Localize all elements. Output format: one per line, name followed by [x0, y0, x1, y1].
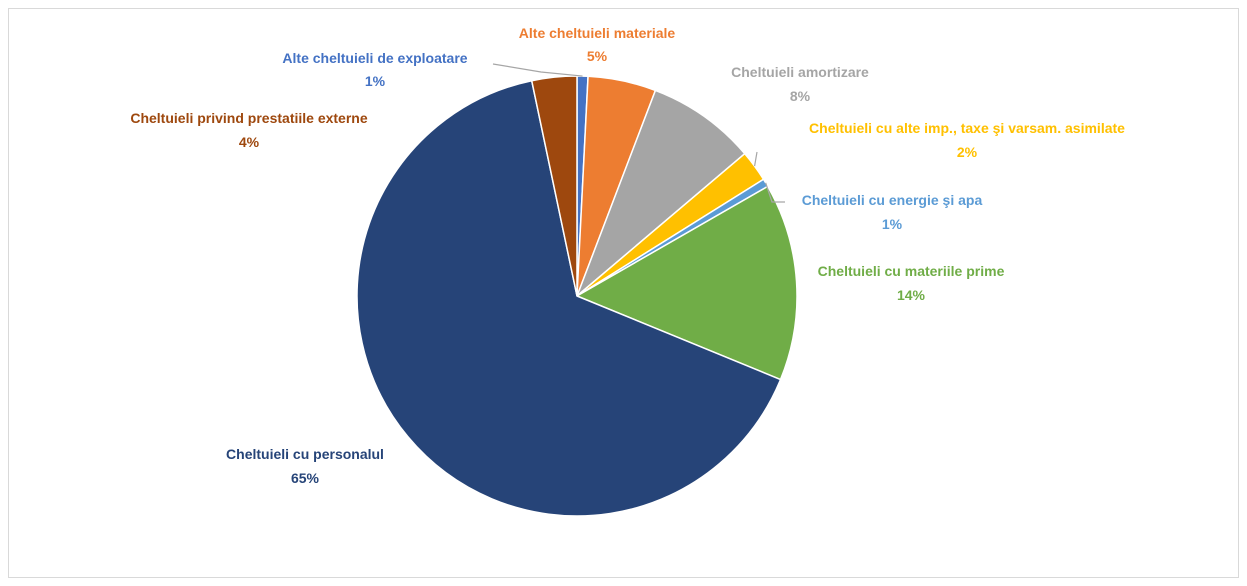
label-name: Cheltuieli privind prestatiile externe — [130, 110, 368, 126]
leader-line-4 — [765, 182, 785, 203]
label-name: Cheltuieli cu alte imp., taxe şi varsam.… — [809, 120, 1125, 136]
label-percent: 4% — [239, 134, 260, 150]
label-percent: 8% — [790, 88, 811, 104]
label-percent: 14% — [897, 287, 926, 303]
data-label-alte-cheltuieli-materiale: Alte cheltuieli materiale 5% — [519, 25, 676, 64]
label-name: Cheltuieli cu personalul — [226, 446, 384, 462]
label-percent: 65% — [291, 470, 320, 486]
label-name: Cheltuieli amortizare — [731, 64, 869, 80]
data-label-alte-cheltuieli-de-exploatare: Alte cheltuieli de exploatare 1% — [282, 50, 467, 89]
data-label-cheltuieli-amortizare: Cheltuieli amortizare 8% — [731, 64, 869, 104]
label-percent: 1% — [882, 216, 903, 232]
pie-slice-cheltuieli-amortizare — [576, 89, 746, 297]
data-label-cheltuieli-privind-prestatiile-externe: Cheltuieli privind prestatiile externe 4… — [130, 110, 368, 150]
data-label-cheltuieli-cu-alte-impozite: Cheltuieli cu alte imp., taxe şi varsam.… — [809, 120, 1125, 160]
data-label-cheltuieli-cu-personalul: Cheltuieli cu personalul 65% — [226, 446, 384, 486]
data-label-cheltuieli-cu-materiile-prime: Cheltuieli cu materiile prime 14% — [818, 263, 1005, 303]
label-name: Cheltuieli cu energie şi apa — [802, 192, 983, 208]
label-name: Cheltuieli cu materiile prime — [818, 263, 1005, 279]
label-name: Alte cheltuieli materiale — [519, 25, 676, 41]
data-label-cheltuieli-cu-energie-si-apa: Cheltuieli cu energie şi apa 1% — [802, 192, 983, 232]
leader-line-3 — [753, 151, 758, 167]
label-percent: 5% — [587, 48, 608, 64]
label-name: Alte cheltuieli de exploatare — [282, 50, 467, 66]
pie-slices — [356, 75, 798, 517]
label-percent: 1% — [365, 73, 386, 89]
pie-slice-cheltuieli-cu-personalul — [356, 79, 782, 517]
leader-lines — [492, 63, 785, 203]
leader-line-0 — [492, 63, 583, 77]
label-percent: 2% — [957, 144, 978, 160]
